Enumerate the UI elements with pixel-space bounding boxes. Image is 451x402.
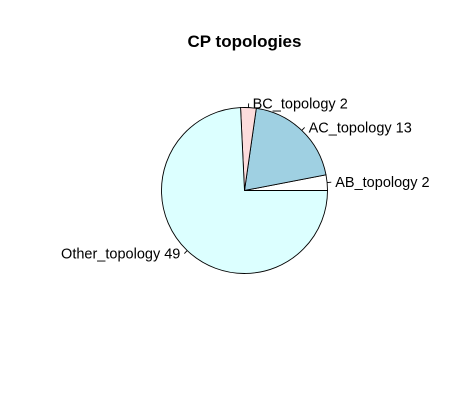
chart-title: CP topologies [188, 32, 302, 51]
leader-line [184, 250, 188, 254]
slice-labels: AB_topology 2 AC_topology 13 BC_topology 2… [61, 96, 430, 262]
pie-slices [161, 107, 328, 274]
slice-label: Other_topology 49 [61, 247, 180, 263]
leader-lines [184, 103, 332, 254]
pie-slice [161, 107, 328, 274]
slice-label: AC_topology 13 [309, 120, 412, 136]
slice-label: AB_topology 2 [335, 175, 429, 191]
leader-line [301, 127, 305, 131]
slice-label: BC_topology 2 [253, 96, 348, 112]
